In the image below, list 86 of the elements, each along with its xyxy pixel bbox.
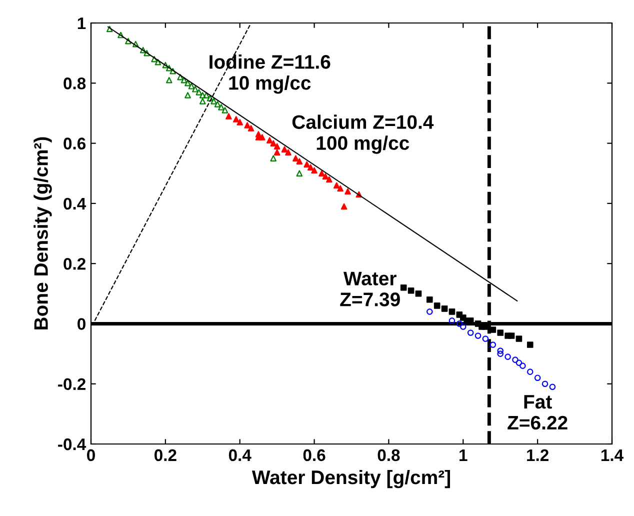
point: [333, 182, 340, 189]
point: [304, 161, 310, 168]
point: [118, 32, 124, 38]
point: [162, 62, 169, 68]
y-tick-label: 0.2: [64, 258, 86, 270]
point: [244, 122, 250, 128]
point: [270, 155, 277, 162]
point: [296, 158, 303, 164]
point: [285, 149, 292, 156]
point: [434, 302, 440, 309]
point: [177, 74, 184, 80]
point: [322, 173, 329, 180]
point: [125, 38, 132, 44]
x-axis-title: Water Density [g/cm²]: [252, 470, 450, 488]
point: [188, 82, 195, 90]
point: [203, 92, 210, 98]
x-tick-label: 0.8: [378, 449, 400, 462]
point: [236, 119, 244, 126]
y-tick-label: -0.4: [58, 438, 86, 450]
point: [170, 68, 176, 74]
point: [326, 176, 332, 183]
point: [274, 149, 280, 156]
point: [292, 155, 299, 162]
point: [184, 80, 191, 86]
point: [337, 185, 344, 192]
x-tick-label: 0.2: [154, 449, 176, 462]
point: [199, 98, 206, 104]
point: [166, 64, 172, 72]
point: [340, 203, 348, 210]
series-label: Water Z=7.39: [340, 272, 400, 306]
x-tick-label: 1.4: [601, 449, 624, 461]
point: [218, 104, 224, 110]
point: [497, 330, 504, 336]
point: [226, 113, 232, 120]
point: [166, 76, 172, 84]
point: [222, 107, 228, 114]
series-label: Calcium Z=10.4 100 mg/cc: [292, 114, 434, 154]
x-tick-label: 0.4: [228, 449, 252, 462]
point: [274, 143, 280, 150]
point: [400, 284, 407, 291]
point: [232, 116, 240, 122]
point: [448, 308, 456, 315]
y-tick-label: 0: [78, 318, 86, 330]
point: [270, 140, 277, 146]
point: [426, 296, 433, 303]
y-tick-label: -0.2: [58, 378, 86, 390]
point: [192, 86, 198, 92]
point: [307, 164, 314, 170]
y-tick-label: 0.6: [64, 138, 86, 150]
point: [199, 92, 206, 98]
point: [415, 290, 422, 297]
point: [490, 326, 496, 333]
point: [516, 336, 522, 342]
x-tick-label: 1.2: [527, 449, 548, 461]
point: [180, 76, 188, 84]
point: [526, 342, 534, 348]
point: [311, 167, 318, 174]
point: [214, 101, 221, 108]
y-tick-label: 0.8: [64, 78, 86, 90]
point: [151, 56, 158, 62]
point: [206, 95, 214, 102]
point: [144, 50, 150, 56]
point: [281, 146, 288, 152]
x-tick-label: 0.6: [303, 449, 326, 462]
point: [296, 170, 303, 177]
point: [210, 98, 217, 104]
point: [248, 125, 254, 132]
y-tick-label: 1: [78, 18, 86, 30]
point: [154, 58, 162, 66]
x-tick-label: 0: [87, 449, 95, 462]
series-label: Iodine Z=11.6 10 mg/cc: [210, 54, 330, 94]
point: [184, 92, 191, 98]
y-axis-title: Bone Density (g/cm²): [34, 137, 52, 330]
point: [106, 26, 113, 32]
y-tick-label: 0.4: [64, 198, 86, 210]
series-label: Fat Z=6.22: [508, 395, 568, 430]
point: [408, 287, 414, 294]
x-tick-label: 1: [460, 449, 468, 461]
point: [318, 170, 325, 177]
point: [344, 188, 351, 195]
point: [266, 137, 273, 144]
point: [140, 46, 146, 54]
point: [196, 89, 202, 96]
point: [508, 332, 515, 339]
point: [132, 40, 139, 48]
point: [441, 306, 448, 312]
